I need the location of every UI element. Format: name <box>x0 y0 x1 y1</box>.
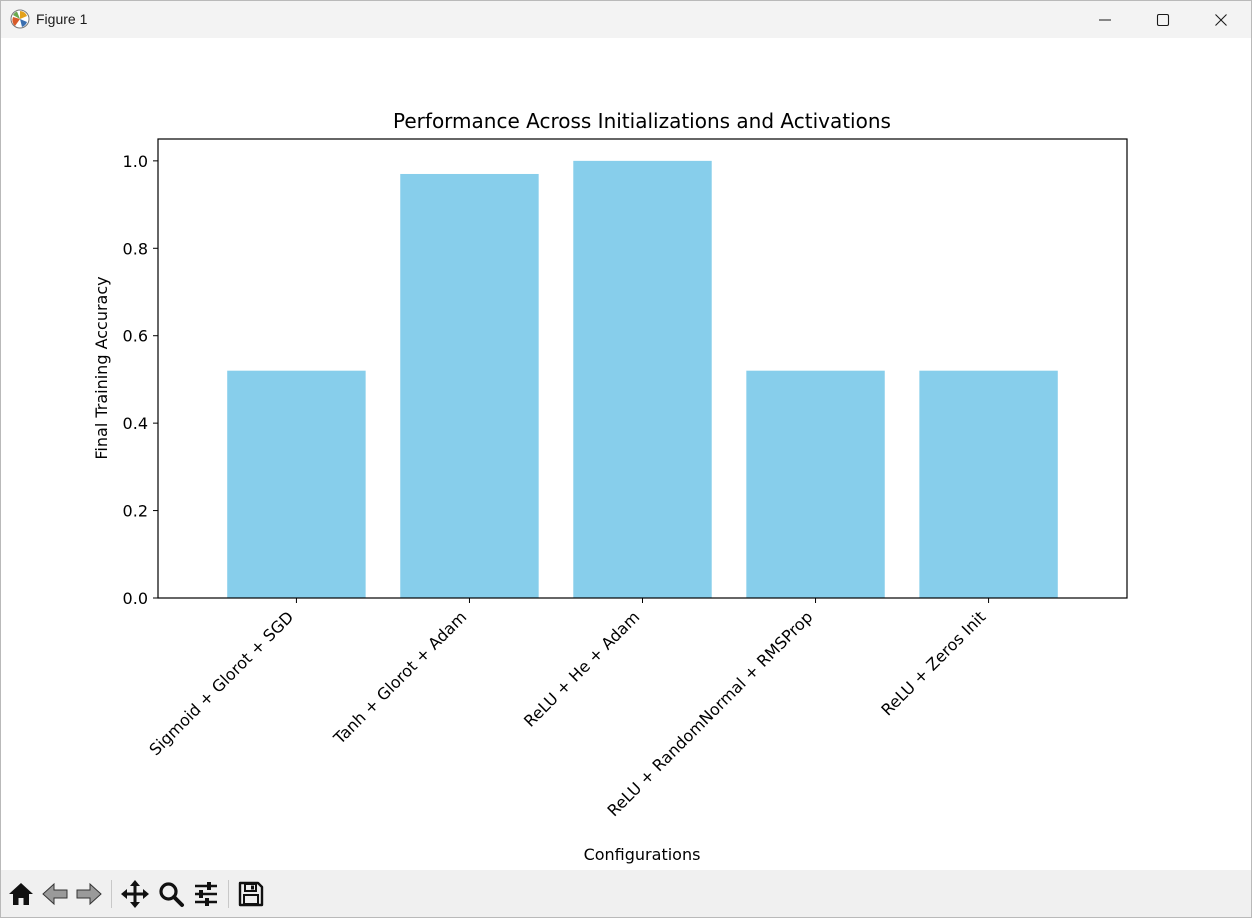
zoom-button[interactable] <box>155 878 187 910</box>
configure-subplots-button[interactable] <box>190 878 222 910</box>
title-bar: Figure 1 <box>1 1 1251 38</box>
bar-3 <box>746 370 885 598</box>
bars-layer <box>227 160 1058 598</box>
y-axis-ticks: 0.0 0.2 0.4 0.6 0.8 1.0 <box>123 152 158 608</box>
bar-2 <box>573 160 712 598</box>
home-icon <box>9 883 33 905</box>
maximize-button[interactable] <box>1134 1 1192 38</box>
home-button[interactable] <box>5 878 37 910</box>
forward-button[interactable] <box>73 878 105 910</box>
x-tick-label: Tanh + Glorot + Adam <box>329 607 470 748</box>
save-icon <box>238 881 264 907</box>
toolbar-separator <box>228 880 229 908</box>
figure-canvas[interactable]: Performance Across Initializations and A… <box>1 38 1251 870</box>
navigation-toolbar <box>1 870 1251 917</box>
maximize-icon <box>1156 13 1170 26</box>
bar-0 <box>227 370 366 598</box>
window-title: Figure 1 <box>36 11 88 27</box>
sliders-icon <box>195 882 217 906</box>
matplotlib-app-icon <box>10 9 30 29</box>
close-icon <box>1215 13 1227 26</box>
x-tick-label: ReLU + Zeros Init <box>877 607 989 719</box>
x-axis-ticks: Sigmoid + Glorot + SGD Tanh + Glorot + Ad… <box>145 598 989 820</box>
minimize-button[interactable] <box>1076 1 1134 38</box>
x-tick-label: ReLU + He + Adam <box>520 607 643 730</box>
y-tick-label: 0.6 <box>123 327 148 346</box>
y-tick-label: 0.2 <box>123 502 148 521</box>
bar-1 <box>400 173 539 598</box>
y-tick-label: 0.4 <box>123 414 148 433</box>
y-axis-label: Final Training Accuracy <box>92 276 111 459</box>
back-arrow-icon <box>42 882 68 906</box>
x-tick-label: ReLU + RandomNormal + RMSProp <box>604 607 817 820</box>
x-axis-label: Configurations <box>584 845 701 864</box>
chart-title: Performance Across Initializations and A… <box>393 109 891 133</box>
save-button[interactable] <box>235 878 267 910</box>
bar-4 <box>919 370 1058 598</box>
back-button[interactable] <box>39 878 71 910</box>
close-button[interactable] <box>1192 1 1250 38</box>
toolbar-separator <box>111 880 112 908</box>
y-tick-label: 0.0 <box>123 589 148 608</box>
y-tick-label: 1.0 <box>123 152 148 171</box>
forward-arrow-icon <box>76 882 102 906</box>
move-icon <box>121 880 149 908</box>
bar-chart: Performance Across Initializations and A… <box>92 109 1128 864</box>
y-tick-label: 0.8 <box>123 239 148 258</box>
minimize-icon <box>1099 19 1111 20</box>
pan-button[interactable] <box>119 878 151 910</box>
x-tick-label: Sigmoid + Glorot + SGD <box>145 607 297 759</box>
zoom-icon <box>159 882 184 907</box>
